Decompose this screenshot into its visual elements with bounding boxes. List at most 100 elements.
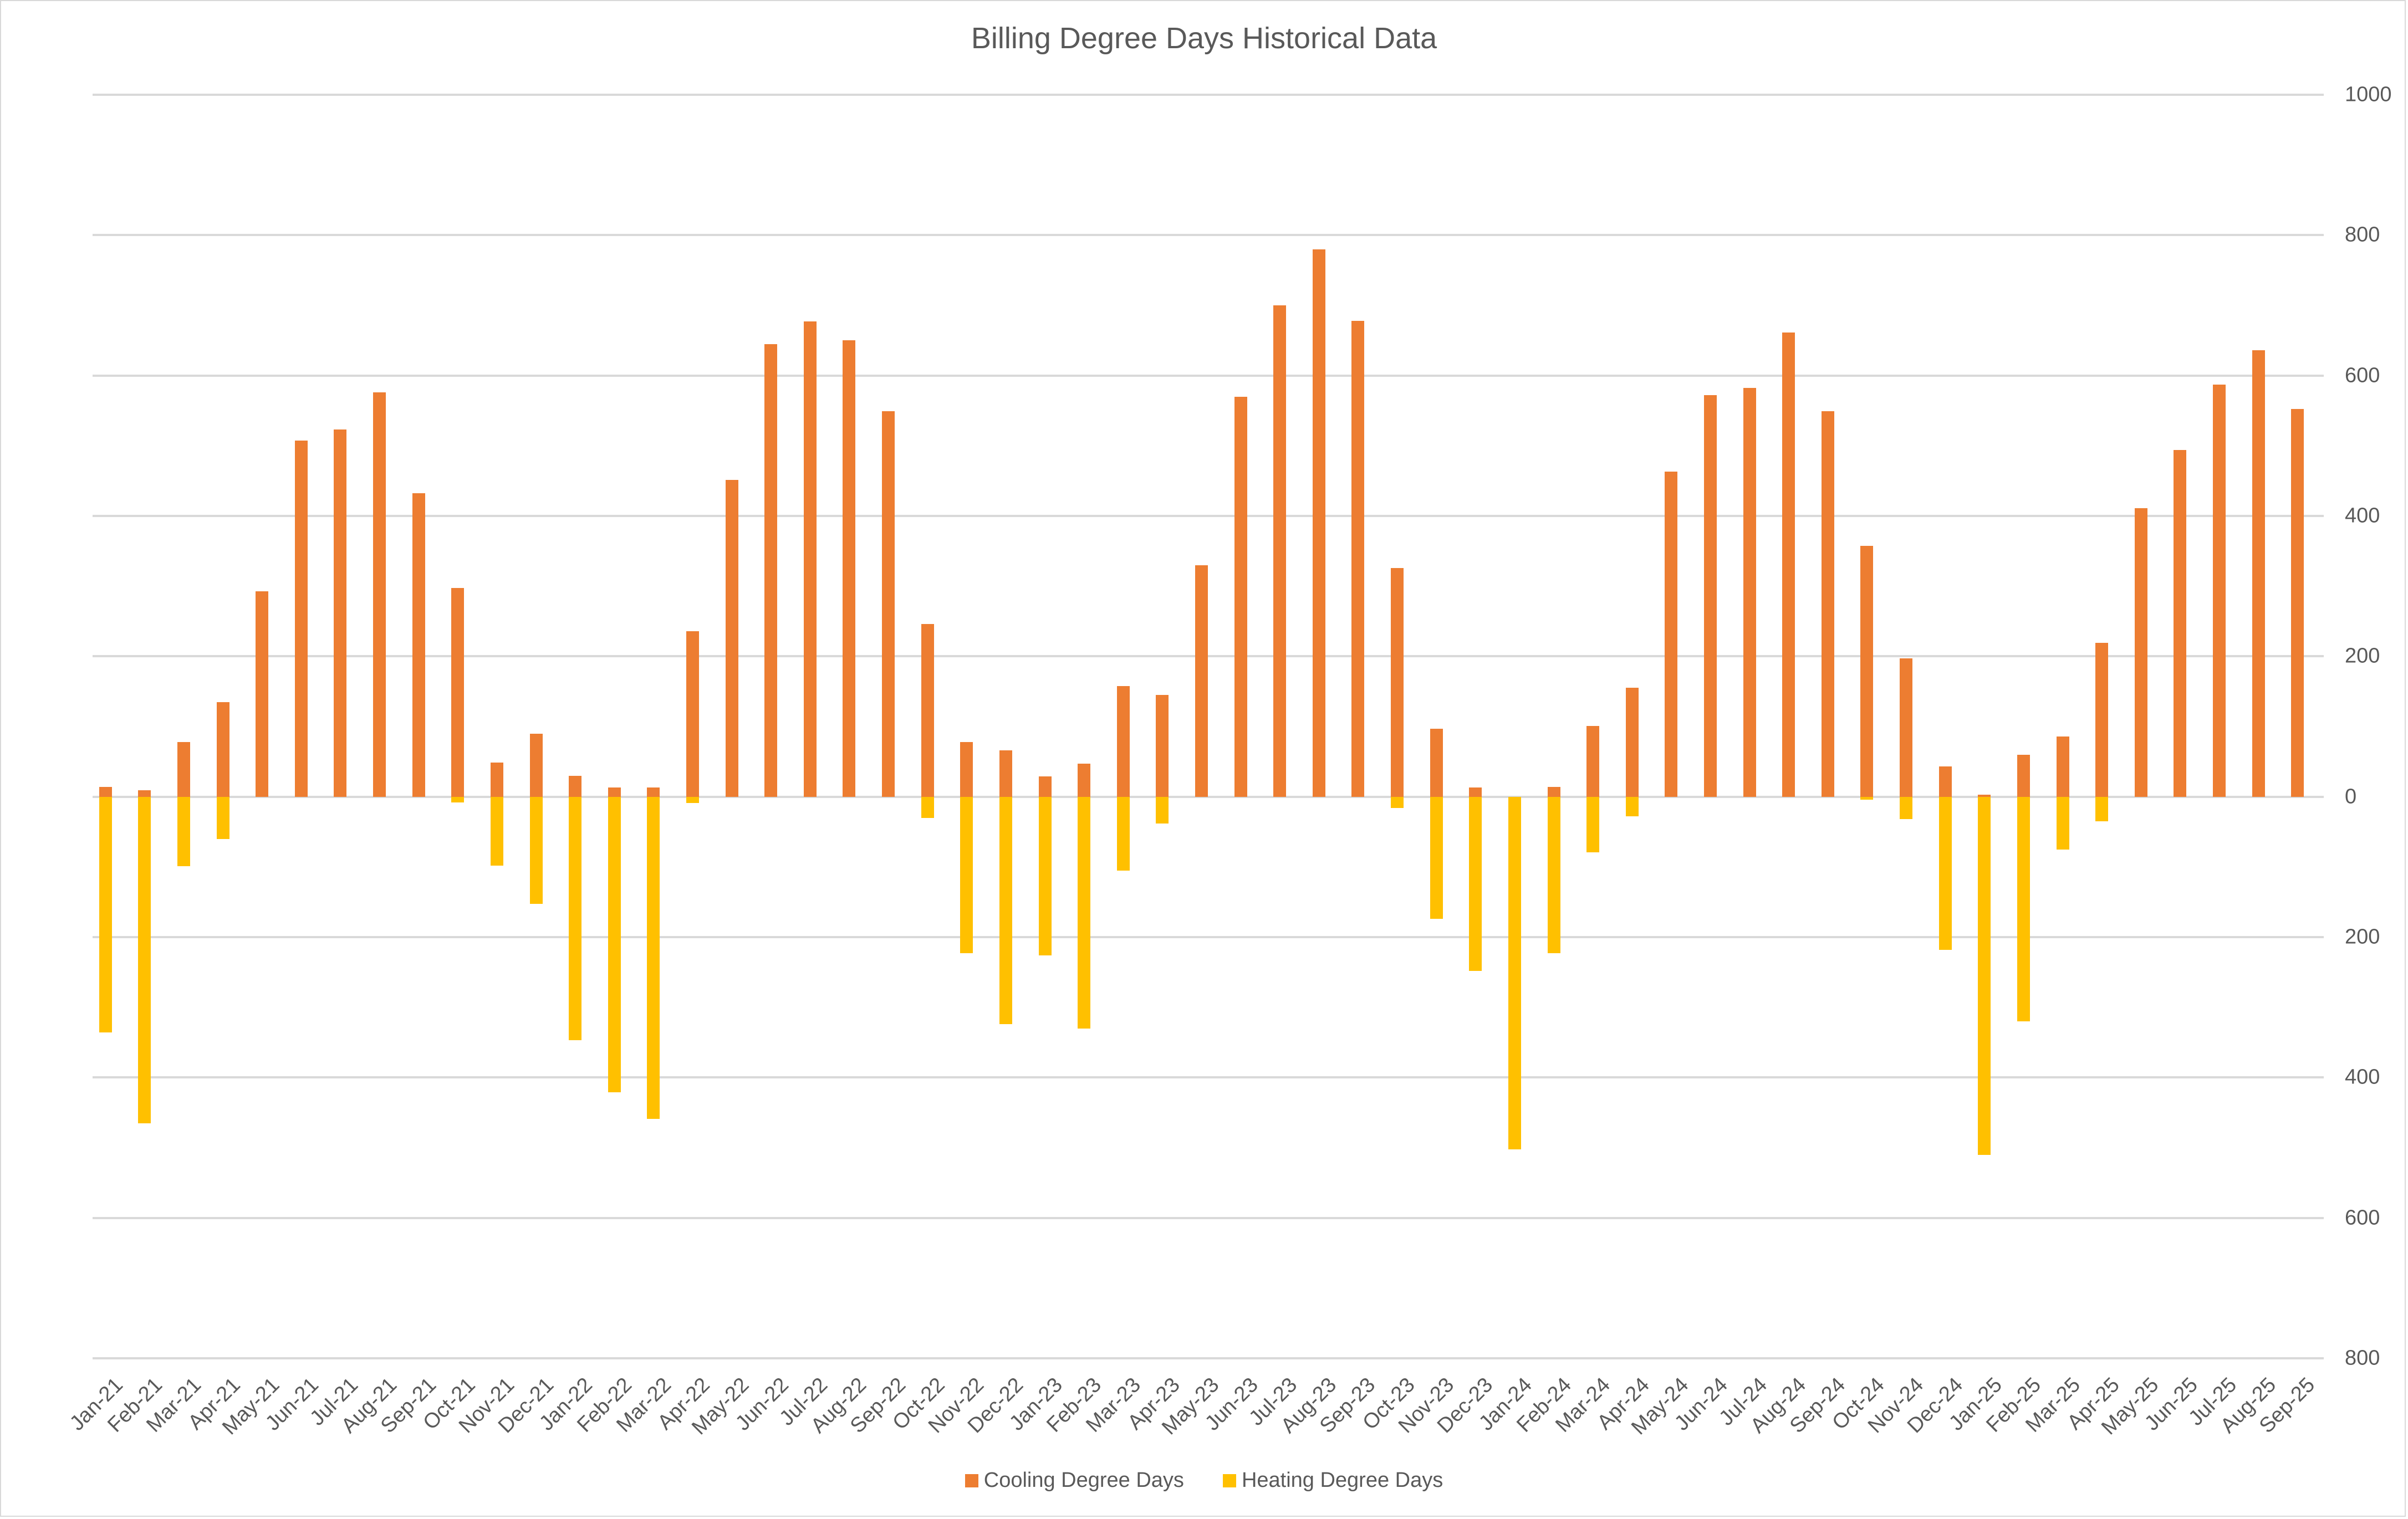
cooling-bar[interactable] <box>490 762 503 797</box>
heating-bar[interactable] <box>1391 796 1404 808</box>
cooling-bar[interactable] <box>2095 643 2109 797</box>
cooling-bar[interactable] <box>177 741 191 797</box>
cooling-bar[interactable] <box>1547 786 1560 797</box>
heating-bar[interactable] <box>2056 796 2069 850</box>
cooling-bar[interactable] <box>1860 546 1874 797</box>
legend-label-cooling: Cooling Degree Days <box>983 1469 1184 1492</box>
cooling-bar[interactable] <box>1900 658 1913 797</box>
y-tick-label: 800 <box>2345 223 2380 247</box>
cooling-bar[interactable] <box>1703 395 1717 797</box>
cooling-bar[interactable] <box>1195 565 1208 797</box>
heating-bar[interactable] <box>1860 796 1874 800</box>
cooling-bar[interactable] <box>2291 409 2304 797</box>
heating-bar[interactable] <box>99 796 112 1033</box>
cooling-bar[interactable] <box>1743 388 1756 797</box>
heating-bar[interactable] <box>686 796 700 804</box>
cooling-bar[interactable] <box>647 787 660 797</box>
heating-bar[interactable] <box>1547 796 1560 954</box>
heating-bar[interactable] <box>569 796 582 1041</box>
chart-title: Billing Degree Days Historical Data <box>971 22 1437 55</box>
cooling-bar[interactable] <box>373 392 386 797</box>
cooling-bar[interactable] <box>921 624 934 797</box>
legend-swatch-heating <box>1222 1474 1236 1487</box>
y-tick-label: 200 <box>2345 925 2380 949</box>
cooling-bar[interactable] <box>764 344 778 797</box>
cooling-bar[interactable] <box>138 790 151 797</box>
heating-bar[interactable] <box>1078 796 1091 1029</box>
gridline <box>93 1357 2324 1359</box>
cooling-bar[interactable] <box>256 591 269 797</box>
cooling-bar[interactable] <box>569 775 582 797</box>
cooling-bar[interactable] <box>1116 686 1130 797</box>
cooling-bar[interactable] <box>1038 776 1052 797</box>
cooling-bar[interactable] <box>1430 728 1443 797</box>
heating-bar[interactable] <box>216 796 229 839</box>
legend-item-cooling[interactable]: Cooling Degree Days <box>965 1469 1184 1492</box>
heating-bar[interactable] <box>1625 796 1639 817</box>
heating-bar[interactable] <box>451 796 465 802</box>
heating-bar[interactable] <box>921 796 934 818</box>
cooling-bar[interactable] <box>1078 764 1091 797</box>
cooling-bar[interactable] <box>1234 396 1247 797</box>
heating-bar[interactable] <box>1978 796 1991 1155</box>
cooling-bar[interactable] <box>843 340 856 797</box>
cooling-bar[interactable] <box>99 786 112 797</box>
cooling-bar[interactable] <box>1156 695 1169 797</box>
legend-item-heating[interactable]: Heating Degree Days <box>1222 1469 1443 1492</box>
cooling-bar[interactable] <box>294 441 308 797</box>
cooling-bar[interactable] <box>725 480 738 797</box>
cooling-bar[interactable] <box>1978 794 1991 797</box>
heating-bar[interactable] <box>1430 796 1443 919</box>
cooling-bar[interactable] <box>2017 754 2030 797</box>
y-tick-label: 1000 <box>2345 83 2392 106</box>
cooling-bar[interactable] <box>1351 320 1365 797</box>
cooling-bar[interactable] <box>1391 567 1404 797</box>
cooling-bar[interactable] <box>686 631 700 797</box>
heating-bar[interactable] <box>1508 796 1521 1149</box>
cooling-bar[interactable] <box>1938 766 1952 797</box>
gridline <box>93 515 2324 517</box>
cooling-bar[interactable] <box>2056 736 2069 797</box>
heating-bar[interactable] <box>1900 796 1913 820</box>
heating-bar[interactable] <box>1156 796 1169 824</box>
heating-bar[interactable] <box>1586 796 1600 852</box>
cooling-bar[interactable] <box>1586 725 1600 797</box>
gridline <box>93 795 2324 798</box>
heating-bar[interactable] <box>138 796 151 1123</box>
heating-bar[interactable] <box>960 796 973 954</box>
cooling-bar[interactable] <box>2252 350 2265 797</box>
cooling-bar[interactable] <box>2174 449 2187 797</box>
cooling-bar[interactable] <box>960 741 973 797</box>
cooling-bar[interactable] <box>882 411 895 797</box>
heating-bar[interactable] <box>2017 796 2030 1021</box>
heating-bar[interactable] <box>1938 796 1952 950</box>
cooling-bar[interactable] <box>2134 508 2147 797</box>
cooling-bar[interactable] <box>1625 688 1639 797</box>
heating-bar[interactable] <box>1469 796 1482 971</box>
cooling-bar[interactable] <box>999 750 1012 797</box>
heating-bar[interactable] <box>1116 796 1130 871</box>
cooling-bar[interactable] <box>216 702 229 797</box>
cooling-bar[interactable] <box>412 493 425 797</box>
cooling-bar[interactable] <box>1665 472 1678 797</box>
cooling-bar[interactable] <box>1782 333 1795 797</box>
cooling-bar[interactable] <box>608 787 621 797</box>
heating-bar[interactable] <box>647 796 660 1119</box>
gridline <box>93 1216 2324 1219</box>
cooling-bar[interactable] <box>1821 411 1834 797</box>
cooling-bar[interactable] <box>803 321 817 797</box>
cooling-bar[interactable] <box>529 733 543 797</box>
cooling-bar[interactable] <box>1273 305 1287 797</box>
heating-bar[interactable] <box>999 796 1012 1025</box>
cooling-bar[interactable] <box>334 429 347 797</box>
heating-bar[interactable] <box>2095 796 2109 821</box>
heating-bar[interactable] <box>490 796 503 866</box>
cooling-bar[interactable] <box>1469 787 1482 797</box>
cooling-bar[interactable] <box>2212 385 2226 797</box>
heating-bar[interactable] <box>529 796 543 904</box>
cooling-bar[interactable] <box>451 588 465 797</box>
heating-bar[interactable] <box>177 796 191 867</box>
cooling-bar[interactable] <box>1312 249 1325 797</box>
heating-bar[interactable] <box>1038 796 1052 955</box>
heating-bar[interactable] <box>608 796 621 1092</box>
